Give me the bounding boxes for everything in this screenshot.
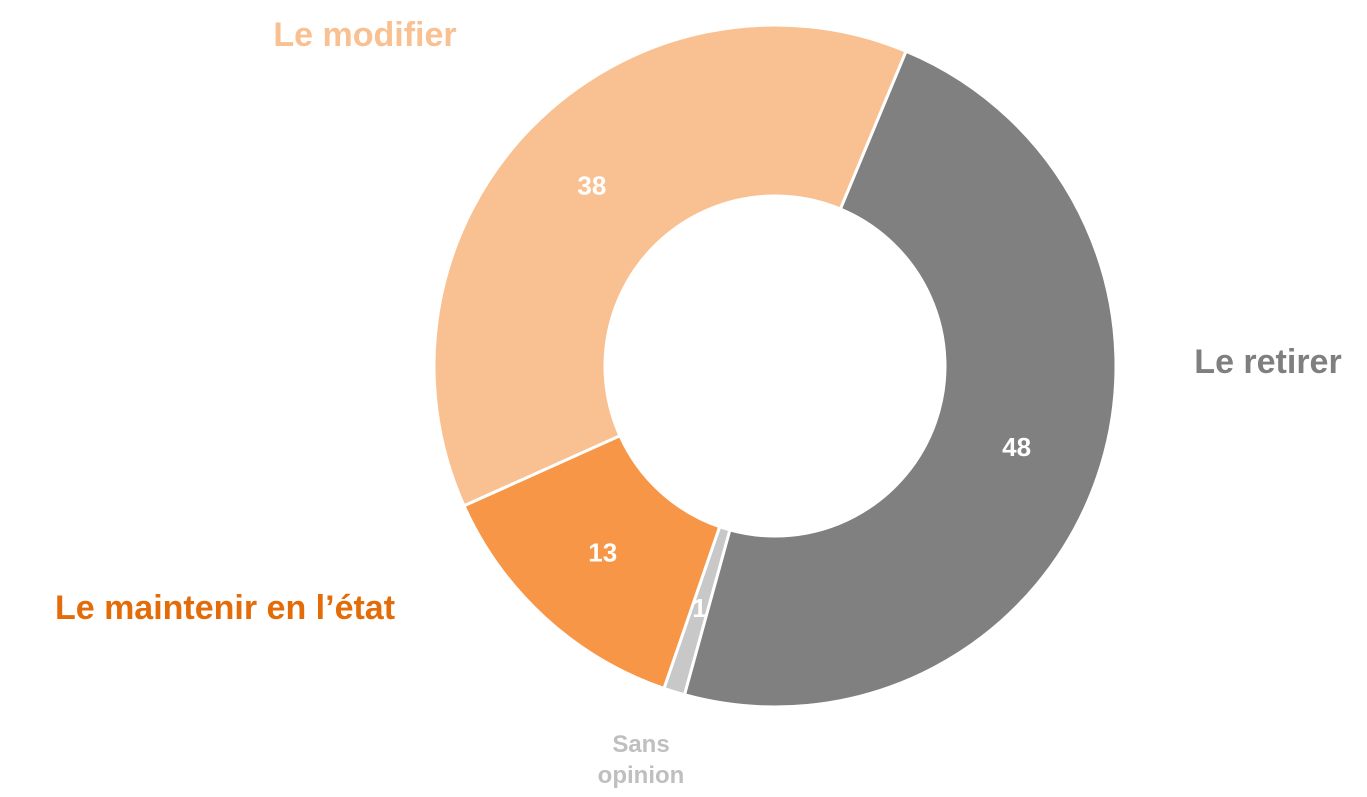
data-label: 48 <box>1002 432 1031 462</box>
donut-slice <box>682 49 1118 709</box>
data-label: 13 <box>588 538 617 568</box>
donut-slice <box>461 433 722 691</box>
category-label: Le maintenir en l’état <box>54 588 396 627</box>
category-label: Le modifier <box>273 15 457 54</box>
data-label: 38 <box>577 171 606 201</box>
category-label: Le retirer <box>1194 342 1342 381</box>
category-label: Sans opinion <box>597 730 685 789</box>
donut-slice <box>432 23 909 508</box>
